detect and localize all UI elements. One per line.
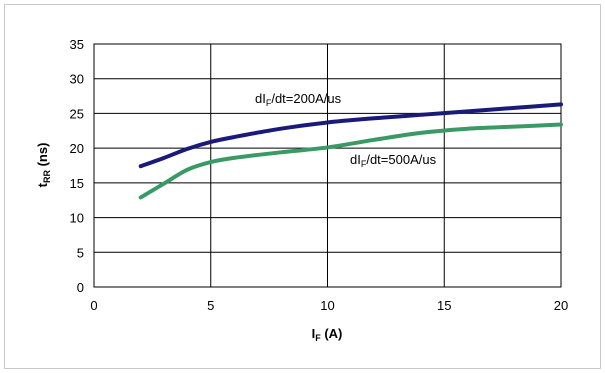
series-label-500: dIF/dt=500A/us: [350, 152, 437, 169]
x-tick-label: 10: [320, 298, 334, 313]
series-label-500-prefix: dI: [350, 152, 361, 167]
x-axis-title-main: I: [312, 326, 316, 341]
series-label-200-suffix: /dt=200A/us: [271, 91, 341, 106]
series-label-500-sub: F: [361, 159, 367, 169]
y-tick-label: 25: [70, 106, 84, 121]
series-label-200: dIF/dt=200A/us: [255, 91, 342, 108]
series-line-0: [138, 102, 563, 169]
x-tick-label: 0: [90, 298, 97, 313]
series-label-200-prefix: dI: [255, 91, 266, 106]
y-tick-label: 20: [70, 141, 84, 156]
y-tick-label: 10: [70, 211, 84, 226]
series-label-500-suffix: /dt=500A/us: [366, 152, 436, 167]
x-tick-label: 15: [437, 298, 451, 313]
series-label-200-sub: F: [266, 98, 272, 108]
y-axis-title-sub: RR: [42, 170, 52, 183]
y-tick-label: 0: [77, 280, 84, 295]
x-axis-title: IF (A): [312, 326, 343, 343]
x-axis-title-sub: F: [315, 333, 321, 343]
series-line-1: [138, 122, 563, 200]
x-tick-label: 20: [554, 298, 568, 313]
y-tick-label: 35: [70, 37, 84, 52]
y-tick-label: 15: [70, 176, 84, 191]
y-tick-label: 30: [70, 72, 84, 87]
chart-frame: 0 5 10 15 20 25 30 35 0 5 10 15 20 tRR (ns) IF (A) d…: [4, 4, 601, 369]
tick-labels: 0 5 10 15 20 25 30 35 0 5 10 15 20: [70, 37, 569, 313]
y-axis-title: tRR (ns): [35, 143, 52, 188]
x-tick-label: 5: [207, 298, 214, 313]
series-lines: [138, 102, 563, 200]
y-axis-title-suffix: (ns): [35, 143, 50, 170]
y-axis-title-main: t: [35, 182, 50, 187]
x-axis-title-suffix: (A): [321, 326, 343, 341]
grid-lines: [94, 44, 561, 287]
y-tick-label: 5: [77, 245, 84, 260]
